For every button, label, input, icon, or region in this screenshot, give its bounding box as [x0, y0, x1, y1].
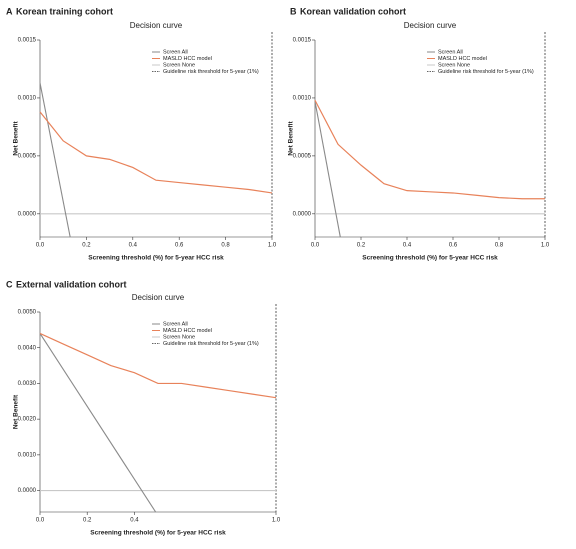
y-tick-label: 0.0040: [18, 345, 37, 351]
legend-label: MASLD HCC model: [163, 56, 212, 62]
panel-letter: A: [6, 6, 13, 16]
x-tick-label: 1.0: [268, 243, 277, 249]
x-tick-label: 0.2: [83, 518, 92, 524]
y-axis-label: Net Benefit: [13, 394, 20, 429]
x-tick-label: 0.8: [495, 243, 504, 249]
y-axis-label: Net Benefit: [13, 121, 20, 156]
legend-label: Screen All: [163, 321, 188, 327]
y-tick-label: 0.0010: [18, 96, 37, 102]
x-tick-label: 0.0: [36, 243, 45, 249]
y-tick-label: 0.0005: [293, 153, 312, 159]
x-tick-label: 0.6: [449, 243, 458, 249]
x-tick-label: 0.0: [311, 243, 320, 249]
series-line: [39, 332, 277, 399]
x-tick-label: 0.2: [357, 243, 366, 249]
series-line: [39, 82, 71, 238]
chart-subtitle: Decision curve: [132, 293, 185, 302]
y-tick-label: 0.0015: [293, 38, 312, 44]
y-tick-label: 0.0000: [293, 211, 312, 217]
y-tick-label: 0.0015: [18, 38, 37, 44]
series-line: [314, 99, 545, 200]
legend-label: MASLD HCC model: [438, 56, 487, 62]
legend-label: Guideline risk threshold for 5-year (1%): [438, 69, 534, 75]
y-tick-label: 0.0010: [293, 96, 312, 102]
y-tick-label: 0.0020: [18, 417, 37, 423]
x-axis-label: Screening threshold (%) for 5-year HCC r…: [362, 255, 498, 262]
y-axis-label: Net Benefit: [288, 121, 295, 156]
x-tick-label: 1.0: [272, 518, 281, 524]
series-line: [39, 111, 273, 194]
x-tick-label: 0.2: [82, 243, 91, 249]
x-axis-label: Screening threshold (%) for 5-year HCC r…: [88, 255, 224, 262]
x-tick-label: 0.4: [403, 243, 412, 249]
chart-subtitle: Decision curve: [404, 21, 457, 30]
y-tick-label: 0.0000: [18, 211, 37, 217]
legend-label: Screen All: [163, 49, 188, 55]
legend-label: Screen None: [163, 334, 195, 340]
x-tick-label: 1.0: [541, 243, 550, 249]
x-tick-label: 0.6: [175, 243, 184, 249]
panel-title: Korean training cohort: [16, 6, 113, 16]
y-tick-label: 0.0005: [18, 153, 37, 159]
y-tick-label: 0.0050: [18, 310, 37, 316]
series-line: [39, 333, 157, 513]
legend-label: Screen None: [163, 62, 195, 68]
panel-letter: B: [290, 6, 297, 16]
x-tick-label: 0.4: [130, 518, 139, 524]
panel-title: External validation cohort: [16, 279, 127, 289]
chart-subtitle: Decision curve: [130, 21, 183, 30]
y-tick-label: 0.0010: [18, 452, 37, 458]
legend-label: Screen All: [438, 49, 463, 55]
legend-label: Guideline risk threshold for 5-year (1%): [163, 341, 259, 347]
legend-label: MASLD HCC model: [163, 328, 212, 334]
legend-label: Screen None: [438, 62, 470, 68]
panel-title: Korean validation cohort: [300, 6, 406, 16]
y-tick-label: 0.0030: [18, 381, 37, 387]
x-axis-label: Screening threshold (%) for 5-year HCC r…: [90, 530, 226, 537]
panel-letter: C: [6, 279, 13, 289]
legend-label: Guideline risk threshold for 5-year (1%): [163, 69, 259, 75]
x-tick-label: 0.8: [221, 243, 230, 249]
x-tick-label: 0.0: [36, 518, 45, 524]
y-tick-label: 0.0000: [18, 488, 37, 494]
x-tick-label: 0.4: [129, 243, 138, 249]
series-line: [314, 101, 341, 238]
